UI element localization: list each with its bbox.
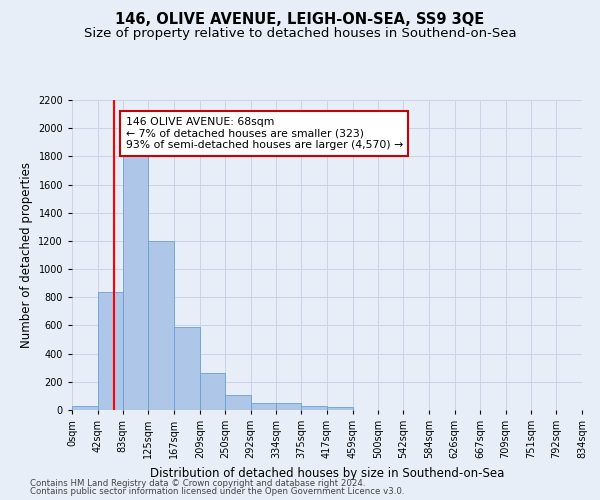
Bar: [98, 292, 123, 410]
Text: Size of property relative to detached houses in Southend-on-Sea: Size of property relative to detached ho…: [83, 28, 517, 40]
Text: Contains HM Land Registry data © Crown copyright and database right 2024.: Contains HM Land Registry data © Crown c…: [30, 478, 365, 488]
Bar: [72, 406, 98, 410]
Bar: [123, 156, 148, 410]
Bar: [301, 406, 327, 410]
Bar: [200, 374, 225, 410]
Text: 146, OLIVE AVENUE, LEIGH-ON-SEA, SS9 3QE: 146, OLIVE AVENUE, LEIGH-ON-SEA, SS9 3QE: [115, 12, 485, 28]
Bar: [276, 403, 301, 410]
Bar: [327, 407, 353, 410]
Y-axis label: Number of detached properties: Number of detached properties: [20, 162, 32, 348]
Bar: [251, 403, 276, 410]
Text: Distribution of detached houses by size in Southend-on-Sea: Distribution of detached houses by size …: [150, 468, 504, 480]
Text: Contains public sector information licensed under the Open Government Licence v3: Contains public sector information licen…: [30, 487, 404, 496]
Bar: [174, 327, 200, 410]
Text: 146 OLIVE AVENUE: 68sqm
← 7% of detached houses are smaller (323)
93% of semi-de: 146 OLIVE AVENUE: 68sqm ← 7% of detached…: [126, 117, 403, 150]
Bar: [148, 241, 174, 410]
Bar: [225, 394, 251, 410]
